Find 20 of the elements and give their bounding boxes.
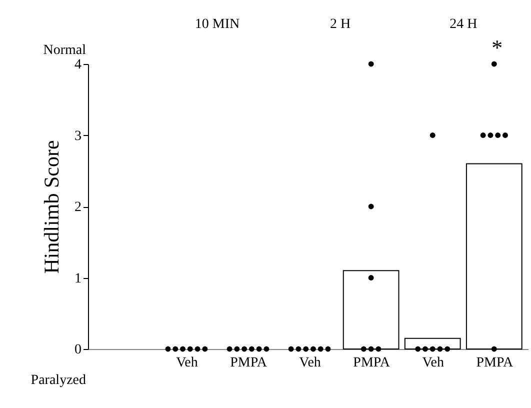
x-tick-label: Veh: [422, 356, 444, 370]
text: Paralyzed: [30, 373, 86, 388]
text: *: [492, 35, 503, 60]
bar: [342, 270, 400, 350]
text: 2 H: [330, 17, 351, 32]
x-tick-label: Veh: [299, 356, 321, 370]
y-tick-label: 1: [74, 271, 82, 286]
x-tick-label: Veh: [176, 356, 198, 370]
y-tick-label: 4: [74, 58, 82, 72]
y-tick-label: 0: [74, 342, 82, 358]
text: 24 H: [450, 17, 478, 32]
y-tick-label: 2: [74, 200, 82, 215]
x-tick-label: PMPA: [230, 356, 268, 370]
text: 10 MIN: [194, 17, 240, 32]
y-tick-label: 3: [74, 128, 82, 144]
text: Normal: [43, 43, 86, 58]
x-tick-label: PMPA: [476, 356, 514, 370]
x-tick-label: PMPA: [353, 356, 391, 370]
bar: [466, 163, 522, 350]
y-axis-title: Hindlimb Score: [40, 140, 64, 274]
